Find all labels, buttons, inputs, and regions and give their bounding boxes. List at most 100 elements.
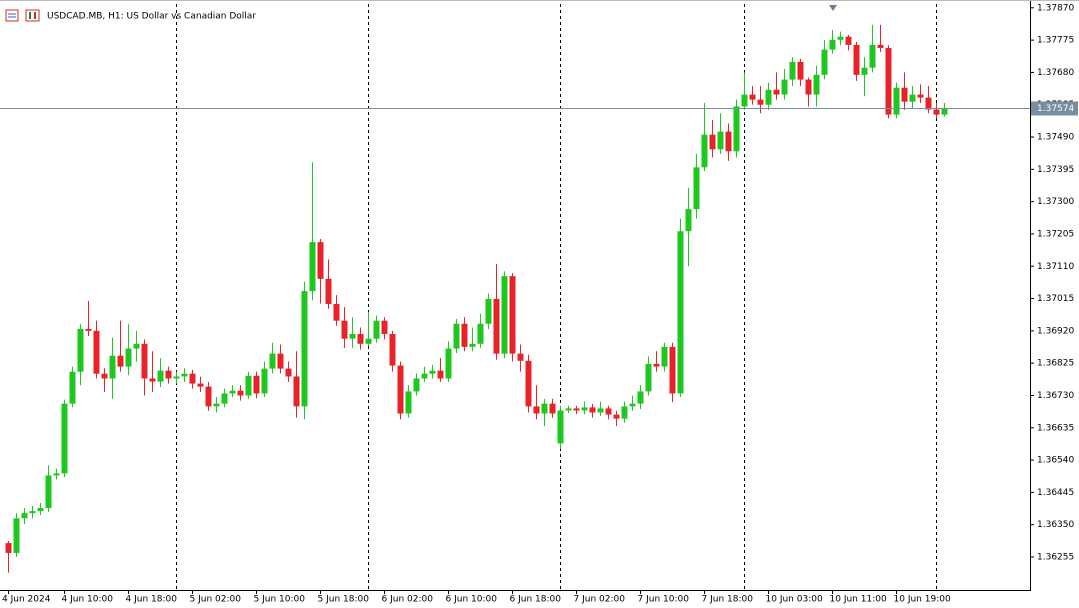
candle-body <box>581 407 588 411</box>
candle-body <box>125 348 132 367</box>
candle-body <box>845 36 852 45</box>
x-tick-label: 5 Jun 02:00 <box>190 595 242 605</box>
candle-body <box>701 134 708 168</box>
x-tick-label: 4 Jun 2024 <box>2 595 51 605</box>
y-tick-label: 1.36825 <box>1037 359 1074 369</box>
candle-body <box>437 370 444 379</box>
last-price-label: 1.37574 <box>1037 104 1074 114</box>
candle-body <box>381 320 388 334</box>
last-price-box <box>1031 101 1078 116</box>
candle-body <box>757 99 764 105</box>
y-tick-label: 1.36540 <box>1037 456 1074 466</box>
candle-body <box>117 355 124 367</box>
candle-body <box>709 134 716 150</box>
candle-body <box>901 87 908 102</box>
candle-body <box>645 363 652 392</box>
candle-body <box>173 376 180 379</box>
candle-body <box>565 408 572 411</box>
y-tick-label: 1.36730 <box>1037 391 1074 401</box>
candle-body <box>349 333 356 339</box>
candle-body <box>373 320 380 339</box>
candle-body <box>389 333 396 366</box>
candle-body <box>629 403 636 407</box>
x-tick-label: 4 Jun 10:00 <box>62 595 114 605</box>
candle-body <box>693 167 700 210</box>
candle-body <box>429 370 436 374</box>
candle-body <box>469 343 476 347</box>
candle-body <box>533 406 540 414</box>
candle-body <box>189 373 196 384</box>
marker <box>829 5 837 11</box>
x-tick-label: 7 Jun 02:00 <box>574 595 626 605</box>
candle-body <box>493 298 500 354</box>
candle-body <box>61 403 68 474</box>
candle-body <box>677 231 684 394</box>
candle-body <box>589 407 596 413</box>
candle-body <box>781 79 788 95</box>
candle-body <box>829 39 836 50</box>
chart-title: USDCAD.MB, H1: US Dollar vs Canadian Dol… <box>47 12 256 22</box>
candle-body <box>789 61 796 80</box>
candle-body <box>853 44 860 75</box>
candle-body <box>5 543 12 553</box>
candle-body <box>613 414 620 419</box>
y-tick-label: 1.37205 <box>1037 229 1074 239</box>
y-tick-label: 1.37490 <box>1037 133 1074 143</box>
candle-body <box>837 36 844 40</box>
x-tick-label: 10 Jun 19:00 <box>894 595 951 605</box>
candle-body <box>869 44 876 68</box>
candle-body <box>221 393 228 404</box>
y-tick-label: 1.36255 <box>1037 553 1074 563</box>
candle-body <box>197 383 204 387</box>
candle-body <box>741 94 748 107</box>
x-tick-label: 5 Jun 18:00 <box>318 595 370 605</box>
candle-body <box>293 376 300 407</box>
y-tick-label: 1.37395 <box>1037 165 1074 175</box>
candle-body <box>541 403 548 414</box>
x-tick-label: 4 Jun 18:00 <box>126 595 178 605</box>
candle-body <box>141 343 148 379</box>
candle-body <box>661 346 668 367</box>
candle-body <box>13 518 20 553</box>
candle-body <box>53 473 60 476</box>
candle-body <box>749 94 756 100</box>
candle-body <box>333 304 340 321</box>
chart-icon[interactable] <box>25 9 40 22</box>
candle-body <box>517 353 524 361</box>
x-tick-label: 10 Jun 11:00 <box>830 595 887 605</box>
candle-body <box>317 242 324 279</box>
candle-body <box>325 278 332 305</box>
candle-body <box>181 373 188 377</box>
candle-body <box>205 386 212 407</box>
candle-body <box>109 355 116 379</box>
candle-body <box>445 348 452 379</box>
candle-body <box>733 106 740 152</box>
y-tick-label: 1.37300 <box>1037 197 1074 207</box>
x-tick-label: 6 Jun 10:00 <box>446 595 498 605</box>
candle-body <box>253 375 260 394</box>
candle-body <box>365 338 372 344</box>
y-tick-label: 1.37775 <box>1037 36 1074 46</box>
candle-body <box>237 390 244 396</box>
candle-body <box>877 44 884 48</box>
chart-icon[interactable] <box>5 9 19 22</box>
candle-body <box>557 410 564 444</box>
candle-body <box>573 408 580 411</box>
candle-body <box>813 74 820 95</box>
candle-body <box>309 242 316 292</box>
candle-body <box>37 508 44 512</box>
candle-body <box>157 370 164 382</box>
x-tick-label: 10 Jun 03:00 <box>766 595 823 605</box>
x-tick-label: 5 Jun 10:00 <box>254 595 306 605</box>
candle-body <box>885 47 892 115</box>
candle-body <box>285 368 292 377</box>
x-tick-label: 6 Jun 18:00 <box>510 595 562 605</box>
candle-body <box>725 131 732 152</box>
y-tick-label: 1.37110 <box>1037 262 1074 272</box>
candle-body <box>133 343 140 349</box>
candle-body <box>509 276 516 354</box>
candle-body <box>605 408 612 415</box>
candle-body <box>69 371 76 404</box>
candle-body <box>229 390 236 394</box>
candle-body <box>397 365 404 414</box>
